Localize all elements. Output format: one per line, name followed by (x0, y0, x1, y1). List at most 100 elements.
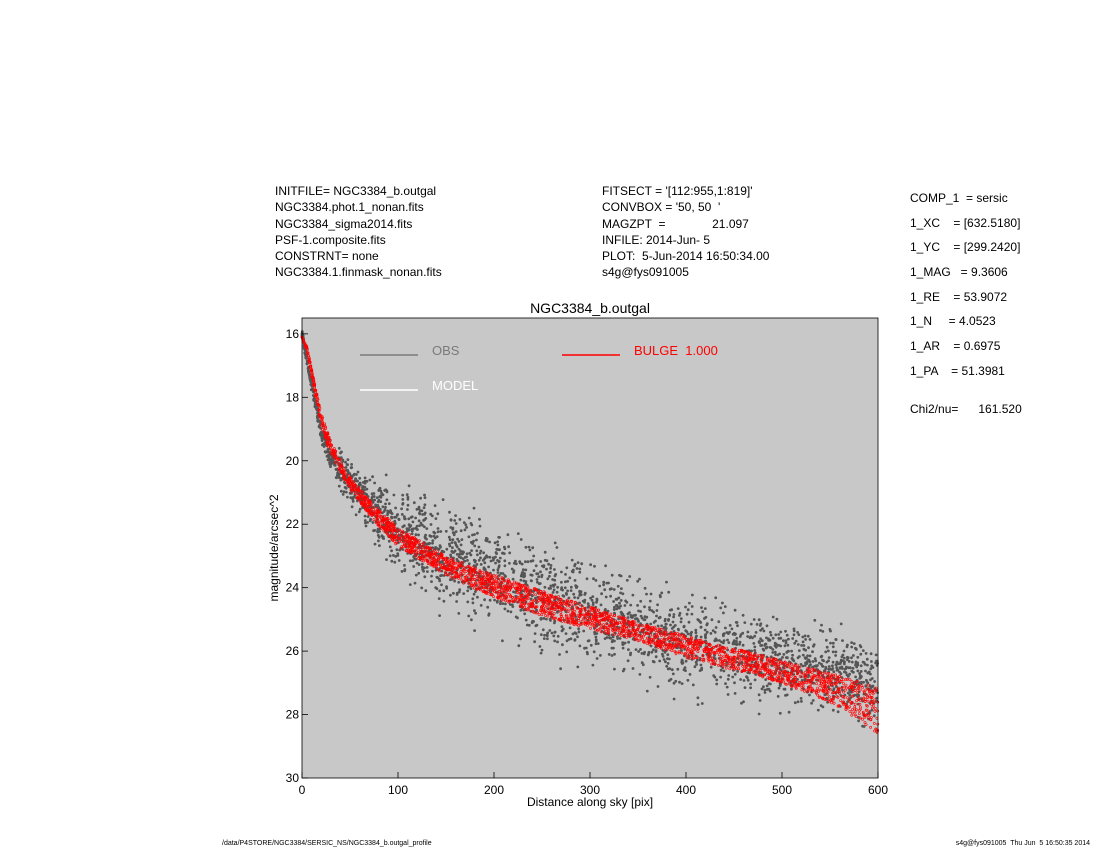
bulge-point (507, 599, 511, 603)
bulge-point (788, 672, 792, 675)
bulge-point (697, 647, 701, 651)
bulge-point (408, 551, 412, 555)
obs-point (559, 667, 562, 671)
obs-point (403, 564, 406, 567)
obs-point (618, 637, 622, 640)
bulge-point (546, 614, 550, 618)
obs-point (801, 664, 805, 668)
obs-point (409, 516, 413, 519)
obs-point (396, 513, 399, 516)
bulge-point (724, 658, 727, 662)
obs-point (827, 656, 831, 659)
obs-point (420, 509, 424, 513)
obs-point (516, 532, 520, 535)
obs-point (540, 573, 544, 577)
bulge-point (604, 626, 608, 629)
obs-point (497, 574, 501, 577)
obs-point (355, 473, 358, 476)
bulge-point (389, 534, 393, 538)
obs-point (705, 630, 709, 634)
bulge-point (740, 670, 744, 674)
obs-point (519, 608, 523, 612)
bulge-point (868, 690, 871, 694)
obs-point (676, 627, 680, 631)
bulge-point (359, 492, 363, 496)
bulge-point (712, 645, 716, 649)
bulge-point (430, 555, 434, 558)
obs-point (616, 584, 620, 588)
obs-point (406, 495, 410, 499)
obs-point (561, 643, 564, 647)
obs-point (526, 560, 530, 564)
obs-point (733, 608, 737, 612)
bulge-point (501, 580, 505, 584)
bulge-point (717, 643, 720, 647)
obs-point (649, 592, 653, 596)
header-phot-file: NGC3384.phot.1_nonan.fits (275, 200, 424, 215)
bulge-point (470, 575, 473, 578)
obs-point (503, 559, 507, 563)
bulge-point (365, 500, 369, 504)
header-sigma-file: NGC3384_sigma2014.fits (275, 216, 413, 231)
obs-point (614, 597, 618, 601)
obs-point (657, 637, 660, 641)
obs-point (685, 612, 689, 616)
obs-point (771, 636, 775, 640)
obs-point (536, 580, 539, 584)
obs-point (724, 682, 727, 685)
obs-point (576, 635, 579, 639)
obs-point (426, 570, 429, 573)
obs-point (806, 675, 810, 678)
bulge-point (660, 638, 663, 642)
bulge-point (395, 535, 399, 539)
bulge-point (708, 647, 712, 651)
obs-point (438, 544, 442, 547)
obs-point (574, 615, 578, 619)
obs-point (465, 526, 468, 529)
obs-point (872, 714, 876, 718)
bulge-point (381, 519, 385, 523)
obs-point (620, 611, 623, 614)
bulge-point (377, 521, 381, 525)
param-yc: 1_YC = [299.2420] (910, 240, 1021, 255)
obs-point (450, 541, 454, 544)
obs-point (639, 610, 642, 613)
obs-point (365, 479, 369, 483)
obs-point (604, 608, 607, 611)
obs-point (504, 602, 507, 606)
bulge-point (640, 634, 644, 638)
obs-point (429, 534, 433, 538)
bulge-point (466, 573, 470, 577)
obs-point (550, 631, 554, 635)
obs-point (811, 660, 815, 663)
obs-point (778, 684, 782, 687)
bulge-point (780, 671, 784, 675)
bulge-point (375, 507, 379, 510)
bulge-point (731, 659, 734, 663)
obs-point (648, 608, 652, 612)
obs-point (538, 582, 542, 585)
bulge-point (793, 676, 797, 680)
bulge-point (765, 668, 769, 671)
obs-point (691, 683, 695, 687)
obs-point (459, 543, 463, 547)
bulge-point (658, 631, 662, 635)
obs-point (796, 700, 800, 704)
obs-point (638, 577, 641, 581)
obs-point (829, 641, 832, 645)
bulge-point (796, 682, 800, 686)
obs-point (560, 625, 564, 629)
obs-point (474, 559, 477, 563)
obs-point (564, 573, 567, 576)
obs-point (402, 515, 406, 518)
bulge-point (736, 663, 740, 667)
obs-point (571, 570, 575, 574)
bulge-point (539, 591, 543, 595)
bulge-point (827, 681, 831, 685)
bulge-point (573, 609, 577, 613)
bulge-point (862, 690, 866, 694)
obs-point (862, 680, 865, 684)
obs-point (493, 598, 496, 602)
bulge-point (554, 605, 558, 609)
obs-point (738, 640, 742, 644)
